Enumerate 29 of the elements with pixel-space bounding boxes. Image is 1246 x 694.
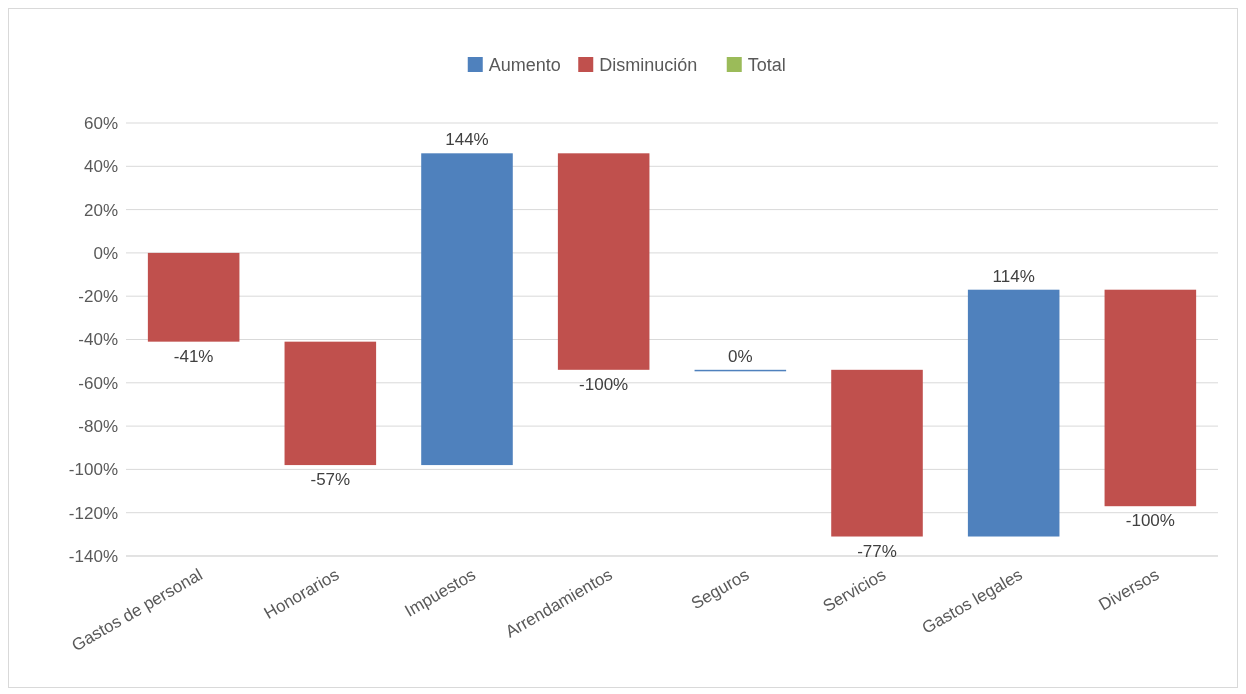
data-label: 0% — [728, 346, 753, 366]
y-tick-label: 0% — [93, 243, 118, 263]
data-label: -41% — [173, 346, 214, 366]
y-tick-label: -100% — [68, 460, 118, 480]
data-label: -100% — [1125, 511, 1175, 531]
data-label: 114% — [992, 266, 1035, 286]
bar — [1104, 289, 1197, 507]
y-tick-label: 40% — [83, 157, 118, 177]
data-label: -77% — [857, 541, 897, 561]
y-tick-label: -20% — [78, 287, 118, 307]
data-label: 144% — [445, 130, 489, 150]
y-tick-label: -140% — [68, 546, 118, 566]
y-tick-label: 60% — [83, 113, 118, 133]
bar — [284, 341, 377, 466]
legend-label: Total — [747, 55, 786, 76]
y-tick-label: -40% — [78, 330, 118, 350]
data-label: -100% — [579, 374, 629, 394]
bar — [967, 289, 1060, 537]
data-label: -57% — [310, 470, 351, 490]
legend-label: Disminución — [599, 55, 698, 76]
bar — [421, 153, 513, 466]
y-tick-label: -80% — [78, 417, 118, 437]
bar — [831, 369, 923, 537]
y-tick-label: -120% — [68, 503, 118, 523]
bar — [557, 153, 650, 370]
y-tick-label: 20% — [83, 200, 118, 220]
legend-label: Aumento — [488, 55, 561, 76]
y-tick-label: -60% — [78, 373, 118, 393]
bar — [147, 252, 240, 342]
